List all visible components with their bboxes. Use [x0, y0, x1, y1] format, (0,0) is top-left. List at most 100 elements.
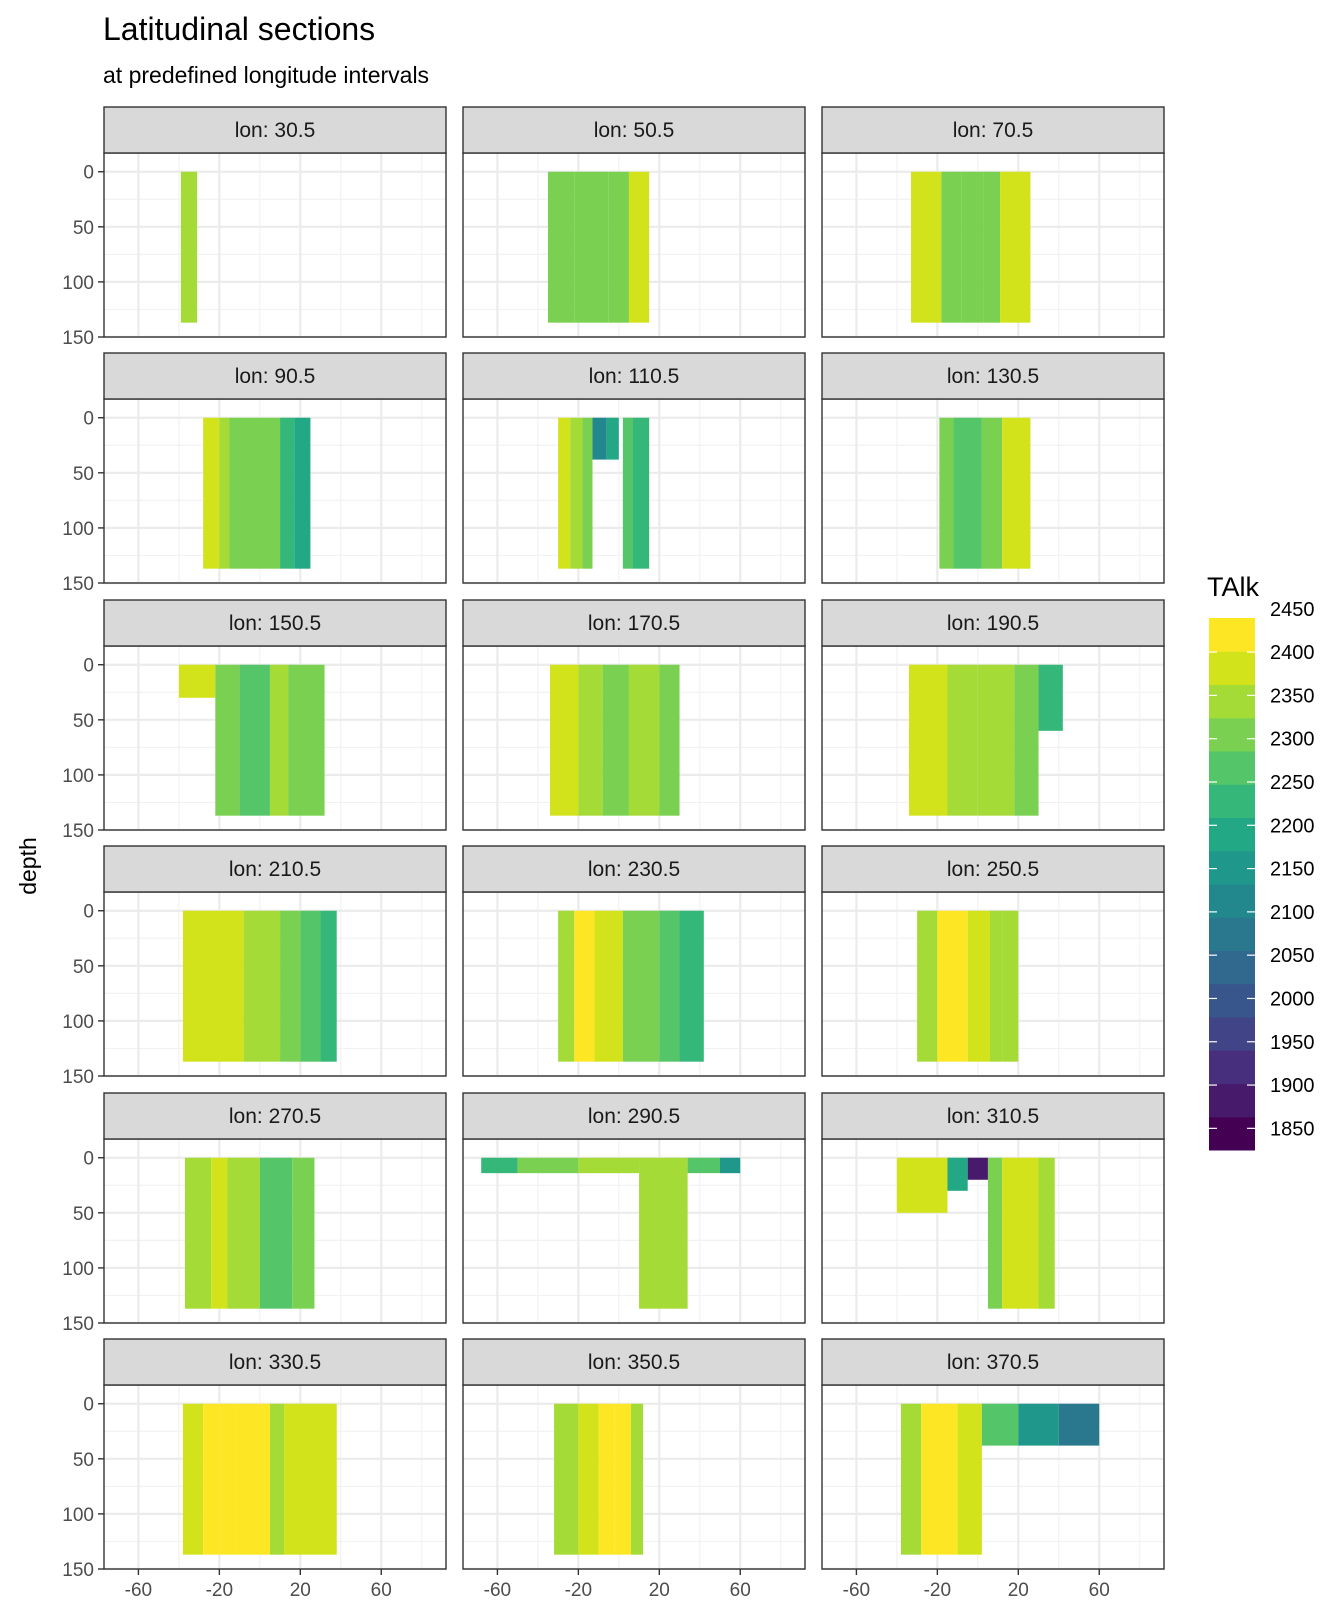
- y-tick-label: 50: [73, 1204, 94, 1225]
- data-band: [947, 1157, 968, 1191]
- y-tick-label: 0: [83, 409, 94, 430]
- strip-label: lon: 370.5: [947, 1351, 1039, 1374]
- strip-label: lon: 270.5: [229, 1105, 321, 1128]
- data-band: [203, 1403, 220, 1555]
- data-band: [614, 1403, 631, 1555]
- legend-label: 2300: [1270, 729, 1315, 751]
- data-band: [1058, 1403, 1100, 1446]
- data-band: [320, 910, 337, 1062]
- y-tick-label: 150: [62, 574, 94, 595]
- x-tick-label: -20: [206, 1580, 233, 1601]
- strip-background: [821, 845, 1165, 893]
- y-tick-label: 100: [62, 1505, 94, 1526]
- data-band: [235, 1403, 270, 1555]
- data-band: [203, 417, 220, 569]
- x-tick-label: 20: [1008, 1580, 1029, 1601]
- data-band: [911, 171, 942, 323]
- y-tick-label: 150: [62, 328, 94, 349]
- data-band: [941, 171, 962, 323]
- data-band: [294, 417, 311, 569]
- strip-label: lon: 150.5: [229, 612, 321, 635]
- y-tick-label: 150: [62, 1067, 94, 1088]
- strip-background: [821, 1092, 1165, 1140]
- facet-panel: lon: 250.5: [821, 845, 1165, 1078]
- y-tick-label: 0: [83, 902, 94, 923]
- strip-label: lon: 190.5: [947, 612, 1039, 635]
- y-tick-label: 150: [62, 821, 94, 842]
- legend-label: 2050: [1270, 945, 1315, 967]
- facet-panel: lon: 50.5: [462, 106, 806, 339]
- strip-label: lon: 310.5: [947, 1105, 1039, 1128]
- data-band: [582, 417, 593, 569]
- chart-subtitle: at predefined longitude intervals: [103, 62, 429, 88]
- facet-panel: lon: 350.5 -60 -20 20 60: [462, 1338, 806, 1601]
- legend-label: 2100: [1270, 902, 1315, 924]
- x-tick-label: -60: [125, 1580, 152, 1601]
- data-band: [558, 910, 575, 1062]
- legend-swatch: [1209, 684, 1255, 719]
- data-band: [1002, 417, 1031, 569]
- strip-background: [462, 1092, 806, 1140]
- x-tick-label: 60: [371, 1580, 392, 1601]
- data-band: [243, 910, 281, 1062]
- data-band: [921, 1403, 958, 1555]
- strip-background: [103, 845, 447, 893]
- data-band: [639, 1157, 688, 1309]
- legend-swatch: [1209, 717, 1255, 752]
- legend-swatch: [1209, 983, 1255, 1018]
- legend-swatch: [1209, 850, 1255, 885]
- legend-swatch: [1209, 1017, 1255, 1051]
- strip-label: lon: 30.5: [235, 119, 316, 142]
- strip-label: lon: 110.5: [589, 365, 680, 388]
- data-band: [630, 1403, 644, 1555]
- data-band: [219, 417, 230, 569]
- legend-label: 2000: [1270, 988, 1315, 1010]
- y-tick-label: 150: [62, 1560, 94, 1581]
- data-band: [215, 664, 240, 816]
- strip-background: [462, 106, 806, 154]
- y-tick-label: 0: [83, 656, 94, 677]
- data-band: [602, 664, 629, 816]
- legend-swatch: [1209, 884, 1255, 918]
- data-band: [182, 910, 244, 1062]
- legend-swatch: [1209, 1116, 1255, 1151]
- strip-label: lon: 210.5: [229, 858, 321, 881]
- legend-labels: 1850 1900 1950 2000 2050 2100 2150 2200 2250 2300…: [1209, 599, 1315, 1140]
- data-band: [632, 417, 650, 569]
- y-tick-label: 50: [73, 1450, 94, 1471]
- facet-panel: lon: 330.5 0 50 100 150 -60 -20 20 60: [62, 1338, 447, 1601]
- data-band: [227, 1157, 260, 1309]
- data-band: [1038, 664, 1063, 731]
- data-band: [598, 1403, 615, 1555]
- facet-panel: lon: 210.5 0 50 100 150: [62, 845, 447, 1088]
- data-band: [981, 1403, 1019, 1446]
- panel-background: [104, 153, 446, 337]
- facet-panel: lon: 110.5: [462, 352, 806, 585]
- y-tick-label: 50: [73, 464, 94, 485]
- strip-background: [103, 352, 447, 400]
- data-band: [239, 664, 270, 816]
- data-band: [628, 664, 660, 816]
- data-band: [659, 664, 680, 816]
- y-axis-title: depth: [15, 837, 41, 895]
- y-tick-label: 100: [62, 1259, 94, 1280]
- data-band: [720, 1157, 741, 1174]
- data-band: [917, 910, 938, 1062]
- strip-background: [462, 1338, 806, 1386]
- data-band: [517, 1157, 579, 1174]
- facet-panel: lon: 270.5 0 50 100 150: [62, 1092, 447, 1335]
- strip-background: [103, 1092, 447, 1140]
- legend-swatch: [1209, 751, 1255, 785]
- data-band: [592, 417, 607, 460]
- data-band: [659, 910, 680, 1062]
- facet-panel: lon: 310.5: [821, 1092, 1165, 1325]
- strip-background: [821, 352, 1165, 400]
- y-tick-label: 50: [73, 957, 94, 978]
- data-band: [967, 910, 990, 1062]
- facet-panel: lon: 370.5 -60 -20 20 60: [821, 1338, 1165, 1601]
- legend-label: 2250: [1270, 772, 1315, 794]
- data-band: [594, 910, 623, 1062]
- x-tick-label: 60: [730, 1580, 751, 1601]
- legend-colorbar: [1209, 618, 1255, 1151]
- data-band: [939, 417, 954, 569]
